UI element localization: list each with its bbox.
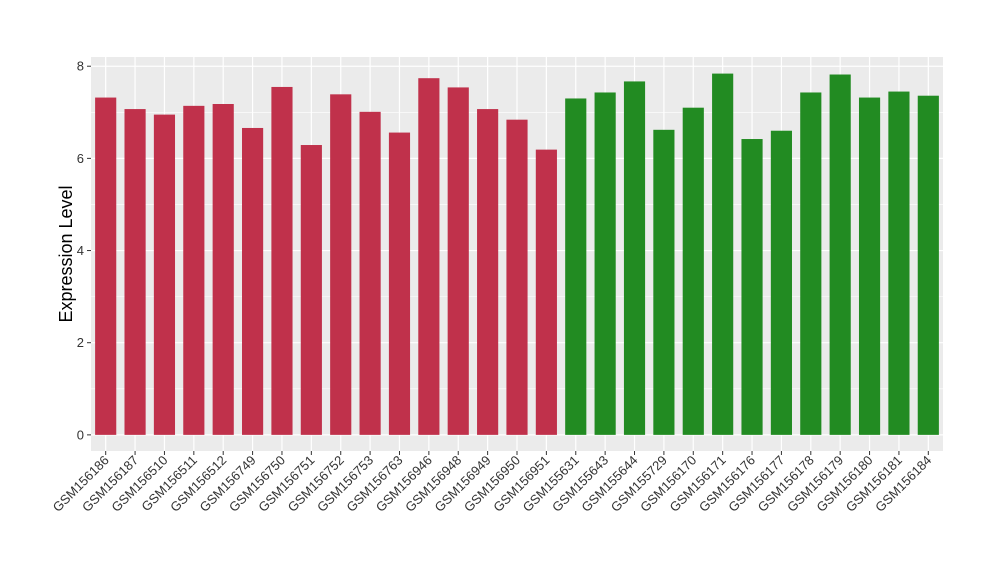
bar-GSM156184 (917, 95, 939, 435)
bar-GSM156750 (271, 86, 293, 435)
bar-GSM156949 (477, 109, 499, 435)
bars (95, 73, 939, 435)
bar-GSM156170 (682, 107, 704, 435)
bar-GSM155644 (623, 81, 646, 435)
bar-GSM156951 (535, 149, 557, 435)
y-axis-title: Expression Level (56, 185, 76, 322)
x-axis-ticks: GSM156186GSM156187GSM156510GSM156511GSM1… (50, 451, 934, 515)
bar-GSM155643 (594, 92, 616, 435)
bar-GSM156180 (858, 97, 881, 435)
bar-GSM156181 (888, 91, 910, 435)
y-tick-label: 8 (77, 59, 84, 74)
y-tick-label: 6 (77, 151, 84, 166)
bar-GSM156179 (829, 74, 851, 435)
bar-GSM155729 (653, 129, 675, 435)
y-tick-label: 4 (77, 243, 84, 258)
bar-GSM156512 (212, 104, 234, 435)
bar-GSM156187 (124, 109, 146, 435)
bar-GSM156511 (183, 105, 205, 435)
y-axis-ticks: 0 2 4 6 8 (77, 59, 91, 442)
bar-GSM156753 (359, 111, 381, 435)
bar-GSM156946 (418, 78, 440, 435)
bar-GSM156186 (95, 97, 117, 435)
y-tick-label: 2 (77, 335, 84, 350)
bar-GSM155631 (565, 98, 587, 435)
y-tick-label: 0 (77, 427, 84, 442)
bar-GSM156751 (300, 145, 322, 435)
bar-GSM156176 (741, 139, 763, 435)
bar-GSM156178 (800, 92, 822, 435)
bar-GSM156749 (242, 127, 264, 435)
bar-GSM156510 (153, 114, 176, 435)
bar-GSM156177 (770, 130, 792, 435)
bar-GSM156763 (388, 132, 411, 435)
bar-GSM156752 (330, 94, 352, 435)
bar-GSM156948 (447, 87, 469, 435)
bar-GSM156171 (712, 73, 734, 435)
bar-GSM156950 (506, 119, 528, 435)
